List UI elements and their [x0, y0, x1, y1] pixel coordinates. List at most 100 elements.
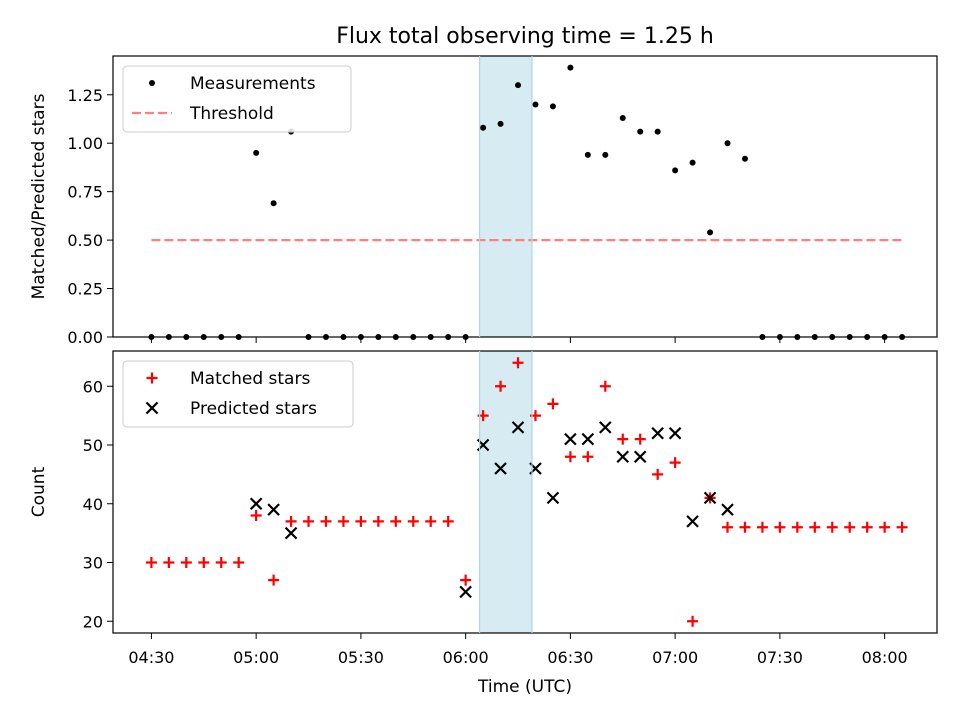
measurement-point	[741, 155, 748, 162]
matched-star-point	[844, 521, 856, 533]
measurement-point	[270, 200, 277, 207]
legend: Measurements Threshold	[122, 65, 352, 133]
measurement-point	[619, 115, 626, 122]
y-axis-label: Count	[29, 466, 49, 517]
matched-star-point	[215, 557, 227, 568]
predicted-star-point	[511, 421, 525, 434]
y-tick-label: 30	[83, 554, 103, 573]
matched-star-point	[722, 521, 734, 533]
matched-star-point	[442, 515, 454, 527]
legend-box	[122, 65, 352, 133]
matched-star-point	[163, 557, 175, 568]
predicted-star-point	[284, 526, 298, 540]
measurement-point	[654, 128, 661, 135]
y-tick-label: 0.00	[67, 328, 103, 347]
matched-star-point	[774, 521, 786, 533]
matched-star-point	[268, 574, 280, 586]
measurement-point	[515, 82, 522, 89]
predicted-star-point	[668, 426, 682, 440]
predicted-star-point	[546, 491, 560, 505]
matched-star-point	[285, 515, 297, 527]
x-tick-label: 07:00	[652, 648, 698, 667]
matched-star-point	[180, 557, 192, 568]
y-axis: 20 30 40 50 60	[83, 377, 113, 631]
predicted-star-point	[599, 421, 612, 434]
matched-star-point	[879, 521, 891, 533]
matched-star-point	[145, 557, 157, 568]
matched-star-point	[320, 515, 332, 527]
legend-marker	[149, 80, 155, 86]
plot-frame	[112, 55, 938, 338]
y-axis-label: Matched/Predicted stars	[29, 93, 49, 299]
matched-star-point	[250, 510, 262, 521]
matched-star-point	[617, 433, 629, 445]
predicted-star-point	[459, 585, 472, 599]
matched-star-point	[355, 515, 367, 527]
predicted-star-point	[721, 503, 734, 516]
predicted-star-point	[267, 503, 280, 516]
x-tick-label: 07:30	[757, 648, 803, 667]
matched-star-point	[512, 357, 524, 369]
measurement-point	[480, 124, 487, 131]
matched-star-point	[303, 515, 315, 527]
y-tick-label: 40	[83, 495, 103, 514]
matched-star-point	[198, 557, 210, 568]
predicted-star-point	[564, 432, 577, 446]
legend-label: Threshold	[189, 104, 274, 124]
matched-star-point	[233, 557, 245, 568]
y-tick-label: 0.75	[67, 183, 103, 202]
matched-star-point	[460, 574, 472, 586]
matched-star-point	[791, 521, 803, 533]
matched-star-point	[687, 615, 699, 627]
chart-title: Flux total observing time = 1.25 h	[336, 24, 714, 49]
measurement-point	[532, 101, 539, 108]
matched-star-point	[809, 521, 821, 533]
x-tick-label: 05:00	[233, 648, 279, 667]
predicted-star-point	[616, 450, 630, 464]
y-tick-label: 0.50	[67, 231, 103, 250]
y-tick-label: 0.25	[67, 280, 103, 299]
matched-star-point	[826, 521, 838, 533]
x-tick-label: 04:30	[128, 648, 174, 667]
predicted-star-point	[703, 491, 717, 505]
matched-star-point	[495, 380, 507, 392]
predicted-star-point	[686, 515, 699, 528]
measurement-point	[724, 140, 731, 147]
matched-star-point	[739, 521, 751, 533]
measurement-point	[602, 151, 609, 158]
matched-star-point	[599, 380, 611, 392]
y-tick-label: 1.00	[67, 134, 103, 153]
x-tick-label: 06:00	[443, 648, 489, 667]
x-tick-label: 05:30	[338, 648, 384, 667]
measurement-point	[567, 64, 574, 71]
measurement-point	[689, 159, 696, 166]
predicted-star-point	[581, 432, 595, 446]
measurement-point	[707, 229, 714, 236]
matched-star-point	[407, 515, 419, 527]
matched-star-point	[547, 398, 559, 410]
legend-label: Matched stars	[190, 369, 310, 389]
measurement-point	[637, 128, 644, 135]
matched-star-point	[669, 457, 681, 469]
matched-star-point	[896, 521, 908, 533]
legend: Matched stars Predicted stars	[122, 360, 354, 428]
legend-label: Measurements	[190, 74, 316, 94]
measurement-point	[672, 167, 679, 174]
matched-star-point	[564, 451, 576, 463]
legend-marker	[146, 372, 158, 384]
series-layer	[145, 357, 908, 627]
measurement-point	[584, 151, 591, 158]
y-tick-label: 20	[83, 612, 103, 631]
legend-label: Predicted stars	[190, 399, 317, 419]
legend-box	[122, 360, 354, 428]
matched-star-point	[372, 515, 384, 527]
top-panel: Flux total observing time = 1.25 h 0.00 0…	[29, 24, 938, 347]
predicted-star-point	[249, 497, 263, 511]
matched-star-point	[861, 521, 873, 533]
y-tick-label: 1.25	[67, 86, 103, 105]
matched-star-point	[634, 433, 646, 445]
x-tick-label: 08:00	[862, 648, 908, 667]
y-tick-label: 50	[83, 436, 103, 455]
predicted-star-point	[633, 450, 647, 464]
